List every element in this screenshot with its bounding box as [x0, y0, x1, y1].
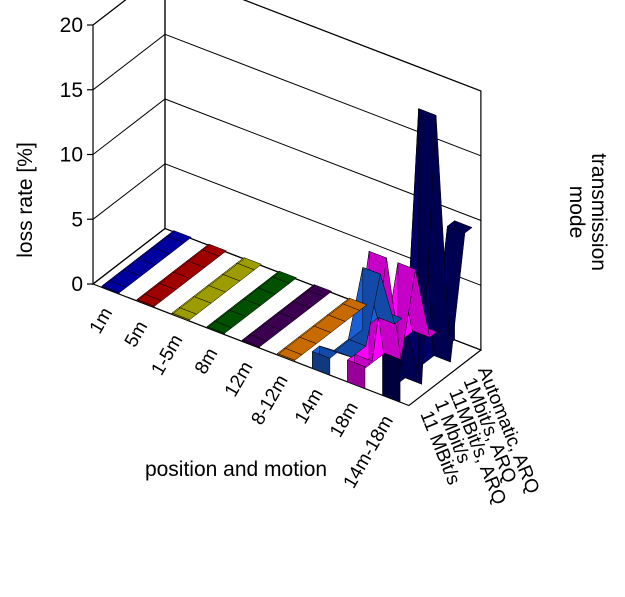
ribbon-8-12m [276, 297, 368, 362]
ribbon-1m [101, 230, 192, 295]
x-tick-label: 8-12m [248, 372, 293, 429]
ribbon-12m [241, 284, 333, 349]
y-tick-label: 20 [60, 14, 83, 37]
ribbon-cap [347, 359, 366, 389]
ribbon-cap [136, 299, 155, 308]
x-tick-label: 14m [291, 385, 328, 428]
ribbon-cap [206, 326, 225, 335]
x-tick-label: 8m [191, 345, 222, 378]
x-tick-label: 1m [86, 304, 117, 337]
x-tick-label: 5m [121, 318, 152, 351]
chart-ribbons [101, 108, 473, 403]
ribbon-cap [277, 353, 296, 362]
z-axis-label-line-1: transmission [587, 153, 610, 271]
y-axis-label: loss rate [%] [14, 142, 37, 258]
x-tick-label: 12m [221, 358, 258, 401]
x-tick-label: 1-5m [147, 331, 187, 379]
ribbon-14m-18m [382, 108, 473, 403]
y-tick-label: 0 [71, 273, 83, 296]
gridline [92, 163, 482, 286]
x-axis-label: position and motion [145, 458, 327, 481]
y-tick-label: 15 [60, 79, 83, 102]
y-tick-label: 5 [71, 208, 83, 231]
ribbon-8m [206, 270, 298, 335]
z-axis-label-line-2: mode [565, 186, 588, 239]
gridline [92, 98, 482, 221]
x-tick-label: 18m [326, 399, 363, 442]
ribbon-cap [171, 312, 190, 322]
ribbon-1-5m [171, 257, 263, 322]
ribbon-cap [101, 285, 120, 295]
ribbon-cap [312, 351, 331, 376]
y-tick-label: 10 [60, 144, 83, 167]
y-axis-ticks: 0 5 10 15 20 [60, 14, 93, 296]
ribbon-cap [241, 339, 260, 349]
floor [91, 227, 483, 407]
ribbon-5m [136, 243, 227, 308]
gridline [92, 0, 482, 92]
gridline [92, 33, 482, 157]
